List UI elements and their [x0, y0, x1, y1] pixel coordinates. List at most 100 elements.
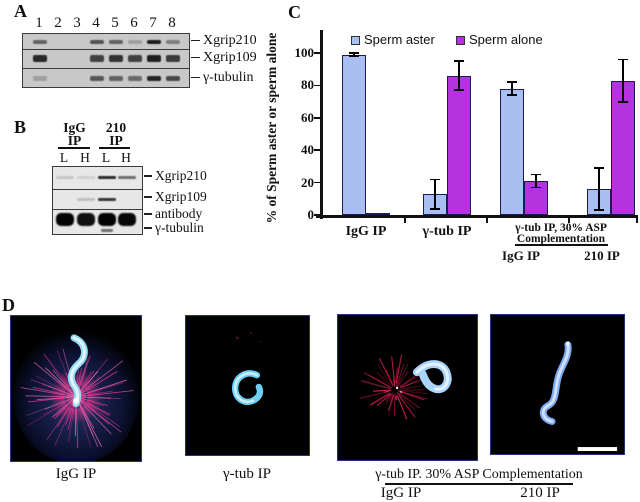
x-label-comp-210: 210 IP [584, 248, 620, 263]
x-label-comp-igg: IgG IP [502, 248, 540, 263]
ip-group-top: IgG [63, 120, 86, 135]
y-tick-label: 80 [301, 77, 314, 93]
header-underline [58, 147, 90, 149]
blot-band [90, 39, 104, 44]
y-tick-label: 0 [307, 207, 315, 222]
blot-row-label: Xgrip109 [203, 49, 257, 65]
blot-band [109, 55, 123, 62]
blot-row-label: antibody [155, 206, 203, 221]
scale-bar [577, 447, 618, 451]
blot-label-tick [144, 175, 152, 177]
error-bar-cap [594, 209, 604, 212]
sperm-alone-image [186, 316, 309, 455]
caption-comp-igg-ip: IgG IP [380, 485, 422, 501]
legend-swatch [456, 36, 465, 45]
legend-label: Sperm aster [364, 32, 435, 47]
micrograph-gtub-ip [185, 315, 310, 456]
blot-label-tick [191, 56, 200, 59]
blot-label-tick [144, 227, 152, 229]
blot-band [128, 76, 142, 81]
bar-sperm-alone [366, 213, 390, 216]
error-bar-cap [594, 167, 604, 170]
y-axis-tick [314, 52, 320, 54]
error-bar-cap [618, 100, 628, 103]
blot-divider [53, 189, 142, 191]
lane-number: 5 [111, 15, 119, 31]
x-axis-tick [404, 218, 406, 223]
x-axis-line [316, 215, 638, 218]
error-bar-cap [531, 186, 541, 189]
error-bar-cap [507, 94, 517, 97]
blot-band [147, 55, 161, 62]
blot-band [90, 55, 104, 62]
error-bar-line [511, 82, 513, 96]
error-bar-line [434, 179, 436, 209]
micrograph-comp-igg-ip [337, 314, 478, 461]
y-axis-tick [314, 181, 320, 184]
blot-band [166, 39, 180, 44]
ip-group-top: 210 [105, 120, 127, 135]
blot-band [56, 176, 74, 179]
bar-sperm-aster [500, 88, 524, 215]
error-bar-line [458, 61, 460, 91]
caption-igg-ip: IgG IP [55, 466, 97, 482]
error-bar-cap [430, 178, 440, 181]
x-axis-tick [636, 218, 638, 223]
blot-band [147, 39, 161, 44]
blot-band [101, 229, 113, 232]
blot-band [166, 76, 180, 81]
blot-band [33, 39, 47, 44]
blot-band [147, 76, 161, 81]
blot-label-tick [191, 76, 200, 79]
ip-group-bottom: IP [67, 133, 82, 148]
x-label-bracket-1: γ-tub IP, 30% ASP [515, 222, 607, 234]
blot-band [166, 55, 180, 62]
y-axis-tick [314, 214, 320, 216]
blot-label-tick [191, 39, 200, 42]
legend-label: Sperm alone [469, 32, 543, 47]
x-bracket-underline [515, 244, 608, 246]
antibody-blob [98, 213, 116, 226]
ip-group-bottom: IP [109, 133, 123, 148]
caption-underline [385, 483, 573, 485]
bar-sperm-alone [611, 80, 635, 215]
lane-letter: L [101, 150, 111, 165]
blot-row-label: γ-tubulin [203, 69, 254, 85]
x-label-bracket-2: Complementation [516, 233, 606, 245]
caption-complementation: γ-tub IP. 30% ASP Complementation [375, 467, 583, 482]
x-axis-tick [568, 218, 570, 223]
aster-image-large [11, 316, 141, 461]
lane-number: 6 [130, 15, 138, 31]
blot-label-tick [144, 213, 152, 215]
blot-row-label: γ-tubulin [155, 220, 204, 235]
lane-letter: L [59, 150, 69, 165]
error-bar-cap [349, 55, 359, 58]
antibody-blob [56, 213, 74, 226]
blot-band [128, 55, 142, 62]
blot-band [33, 76, 47, 81]
blot-divider [53, 209, 142, 211]
bar-sperm-alone [447, 75, 471, 215]
lane-number: 7 [149, 15, 157, 31]
error-bar-cap [454, 89, 464, 92]
blot-row-label: Xgrip109 [155, 189, 207, 204]
y-tick-label: 20 [301, 174, 314, 190]
panel-a-blot [22, 33, 190, 88]
blot-label-tick [144, 196, 152, 198]
lane-number: 8 [168, 15, 176, 31]
error-bar-cap [618, 58, 628, 61]
antibody-blob [77, 213, 95, 226]
legend-swatch [351, 36, 360, 45]
y-axis-tick [314, 84, 320, 87]
blot-band [128, 39, 142, 44]
x-axis-tick [486, 218, 488, 223]
error-bar-line [535, 174, 537, 188]
error-bar-cap [349, 52, 359, 54]
panel-b-blot [52, 166, 143, 235]
caption-comp-210-ip: 210 IP [520, 485, 560, 501]
lane-number: 3 [73, 15, 81, 31]
header-underline [99, 147, 130, 149]
y-tick-label: 40 [301, 142, 314, 158]
blot-band [109, 76, 123, 81]
